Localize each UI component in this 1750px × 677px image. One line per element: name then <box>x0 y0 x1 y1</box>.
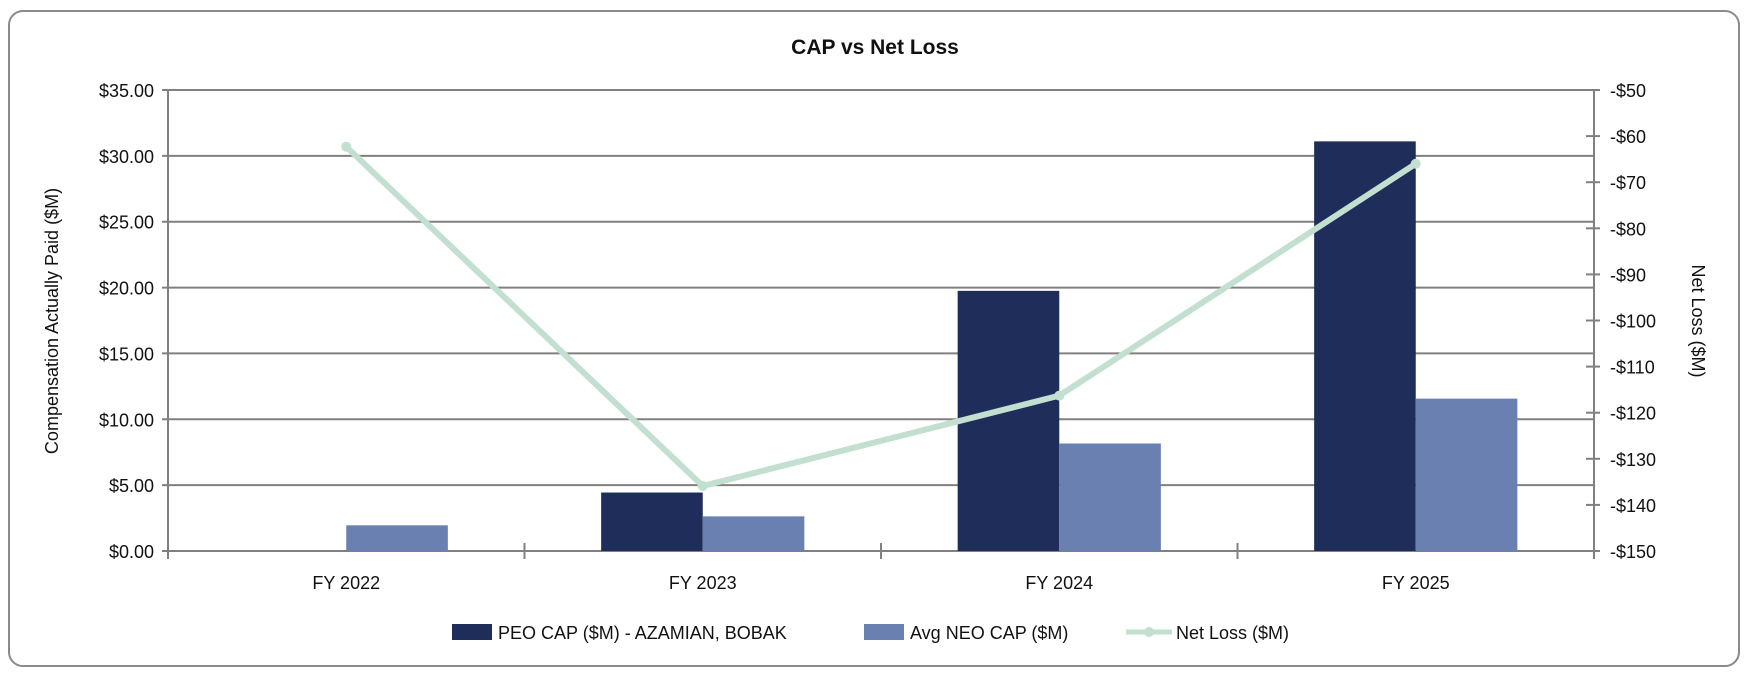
legend-swatch <box>452 624 492 640</box>
y-tick-label: $20.00 <box>99 279 154 299</box>
y2-tick-label: -$140 <box>1610 496 1656 516</box>
y2-tick-label: -$60 <box>1610 127 1646 147</box>
bar-neo <box>1059 443 1161 551</box>
net-loss-point <box>697 480 708 491</box>
y2-axis-label: Net Loss ($M) <box>1688 264 1708 377</box>
y2-tick-label: -$130 <box>1610 450 1656 470</box>
y2-tick-label: -$120 <box>1610 404 1656 424</box>
y-tick-label: $35.00 <box>99 81 154 101</box>
y2-tick-label: -$50 <box>1610 81 1646 101</box>
y-tick-label: $0.00 <box>109 542 154 562</box>
net-loss-line <box>344 144 1418 489</box>
y-tick-label: $10.00 <box>99 410 154 430</box>
y-tick-label: $25.00 <box>99 213 154 233</box>
y2-tick-label: -$80 <box>1610 219 1646 239</box>
x-tick-label: FY 2023 <box>669 573 737 593</box>
legend-marker <box>1144 627 1154 637</box>
x-tick-label: FY 2024 <box>1025 573 1093 593</box>
y2-tick-label: -$110 <box>1610 358 1655 378</box>
y2-tick-label: -$90 <box>1610 265 1646 285</box>
y2-tick-label: -$70 <box>1610 173 1646 193</box>
y2-tick-label: -$150 <box>1610 542 1656 562</box>
y-tick-label: $15.00 <box>99 344 154 364</box>
x-tick-label: FY 2025 <box>1382 573 1450 593</box>
y-axis-label: Compensation Actually Paid ($M) <box>42 188 62 454</box>
net-loss-point <box>1054 390 1065 401</box>
bar-neo <box>1415 398 1518 551</box>
net-loss-point <box>1410 158 1421 169</box>
bar-peo <box>957 290 1060 551</box>
net-loss-point <box>341 141 352 152</box>
x-tick-label: FY 2022 <box>312 573 380 593</box>
bar-neo <box>702 516 805 551</box>
legend: PEO CAP ($M) - AZAMIAN, BOBAK Avg NEO CAP… <box>452 623 1289 643</box>
legend-label: PEO CAP ($M) - AZAMIAN, BOBAK <box>498 623 787 643</box>
y2-tick-label: -$100 <box>1610 312 1656 332</box>
chart-frame <box>8 10 1740 667</box>
chart-title: CAP vs Net Loss <box>791 36 959 59</box>
legend-label: Net Loss ($M) <box>1176 623 1289 643</box>
bar-peo <box>1314 141 1416 551</box>
y-tick-label: $30.00 <box>99 147 154 167</box>
legend-swatch <box>864 624 904 640</box>
y-tick-label: $5.00 <box>109 476 154 496</box>
bar-peo <box>601 492 703 551</box>
bar-neo <box>346 525 448 551</box>
legend-label: Avg NEO CAP ($M) <box>910 623 1068 643</box>
